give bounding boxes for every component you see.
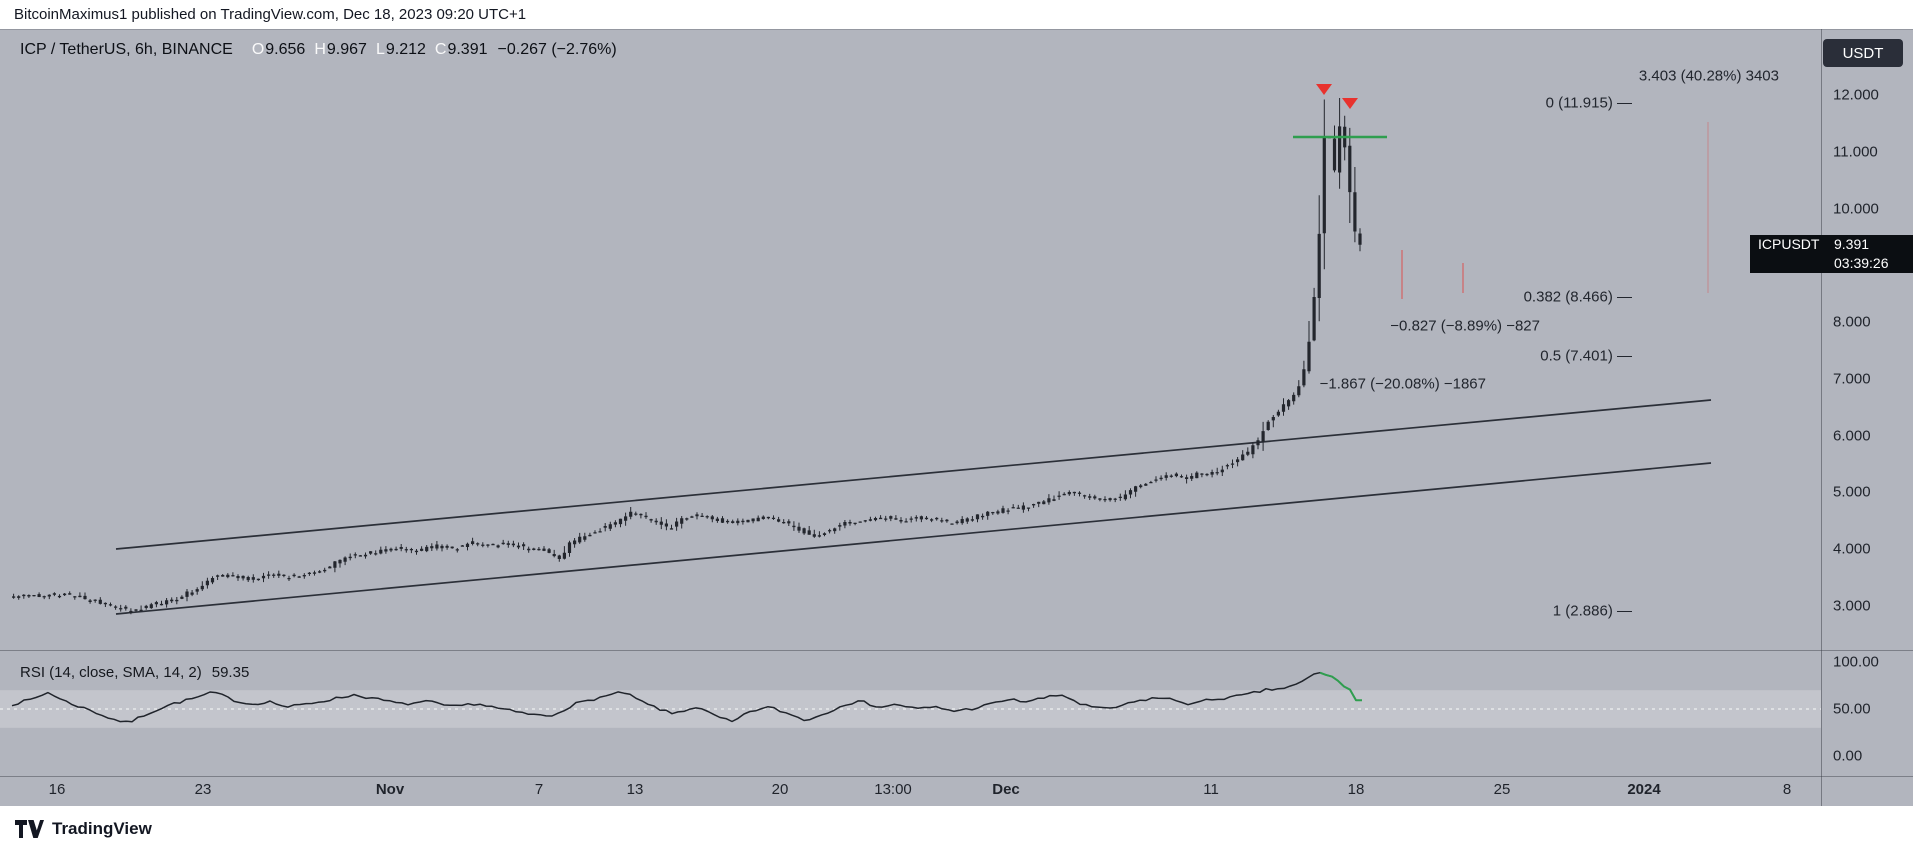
symbol-legend: ICP / TetherUS, 6h, BINANCE O9.656 H9.967 L… [20, 41, 617, 59]
fib-level-0382: 0.382 (8.466) — [1523, 288, 1632, 306]
ohlc-values: O9.656 H9.967 L9.212 C9.391 [243, 41, 488, 58]
price-axis-label: 5.000 [1833, 483, 1871, 501]
publish-info-text: BitcoinMaximus1 published on TradingView… [14, 6, 527, 23]
bar-countdown: 03:39:26 [1834, 255, 1889, 271]
rsi-indicator-label[interactable]: RSI (14, close, SMA, 14, 2) 59.35 [20, 664, 249, 681]
countdown-row: 03:39:26 [1750, 254, 1913, 273]
currency-toggle-button[interactable]: USDT [1823, 39, 1903, 67]
ohlc-letter: L [375, 41, 385, 58]
ohlc-value: 9.656 [265, 41, 306, 58]
time-axis-label: 13 [626, 781, 644, 798]
rsi-axis-label: 50.00 [1833, 700, 1871, 718]
ohlc-value: 9.212 [385, 41, 426, 58]
ohlc-letter: C [434, 41, 447, 58]
price-axis-label: 8.000 [1833, 313, 1871, 331]
time-axis-label: 8 [1782, 781, 1792, 798]
rsi-axis-label: 0.00 [1833, 747, 1863, 765]
tradingview-brand[interactable]: TradingView [52, 818, 152, 838]
fib-level-1: 1 (2.886) — [1552, 602, 1632, 620]
fib-level-0: 0 (11.915) — [1545, 94, 1632, 112]
time-axis-label: 25 [1493, 781, 1511, 798]
price-axis-label: 4.000 [1833, 540, 1871, 558]
time-axis-label: 16 [48, 781, 66, 798]
price-range-label-1: −0.827 (−8.89%) −827 [1390, 317, 1540, 335]
ohlc-value: 9.391 [447, 41, 488, 58]
price-tag-symbol: ICPUSDT [1758, 236, 1820, 252]
change-value: −0.267 (−2.76%) [497, 41, 617, 58]
rsi-value: 59.35 [211, 664, 250, 681]
price-range-label-2: −1.867 (−20.08%) −1867 [1319, 375, 1486, 393]
price-tag-price: 9.391 [1834, 236, 1870, 252]
time-axis-divider [0, 776, 1913, 777]
chart-top-border [0, 29, 1913, 30]
rsi-pane-divider[interactable] [0, 650, 1913, 651]
price-axis-label: 6.000 [1833, 427, 1871, 445]
time-axis-label: 23 [194, 781, 212, 798]
time-axis-label: Dec [992, 781, 1020, 798]
price-row: ICPUSDT 9.391 [1750, 235, 1913, 254]
footer: TradingView [0, 806, 1913, 851]
current-price-label: ICPUSDT 9.391 03:39:26 [1750, 235, 1913, 273]
price-axis-label: 10.000 [1833, 200, 1879, 218]
rsi-label-text: RSI (14, close, SMA, 14, 2) [20, 664, 202, 681]
publish-info-bar: BitcoinMaximus1 published on TradingView… [0, 0, 1913, 29]
fib-level-05: 0.5 (7.401) — [1540, 347, 1632, 365]
price-axis-label: 7.000 [1833, 370, 1871, 388]
price-axis-label: 3.000 [1833, 597, 1871, 615]
time-axis-label: 7 [534, 781, 544, 798]
price-axis-divider [1821, 29, 1822, 806]
time-axis-label: 2024 [1627, 781, 1661, 798]
time-axis-label: 20 [771, 781, 789, 798]
time-axis-label: 13:00 [874, 781, 912, 798]
ohlc-letter: O [251, 41, 265, 58]
price-axis-label: 11.000 [1833, 143, 1878, 161]
fib-extension-label: 3.403 (40.28%) 3403 [1638, 67, 1779, 85]
rsi-axis-label: 100.00 [1833, 653, 1879, 671]
time-axis-label: 18 [1347, 781, 1365, 798]
time-axis-label: Nov [375, 781, 405, 798]
ohlc-letter: H [314, 41, 326, 58]
price-axis-label: 12.000 [1833, 86, 1879, 104]
ohlc-value: 9.967 [326, 41, 367, 58]
chart-canvas[interactable] [0, 29, 1913, 806]
time-axis-label: 11 [1203, 781, 1219, 798]
tradingview-logo-icon[interactable] [14, 818, 44, 840]
symbol-title[interactable]: ICP / TetherUS, 6h, BINANCE [20, 41, 233, 58]
